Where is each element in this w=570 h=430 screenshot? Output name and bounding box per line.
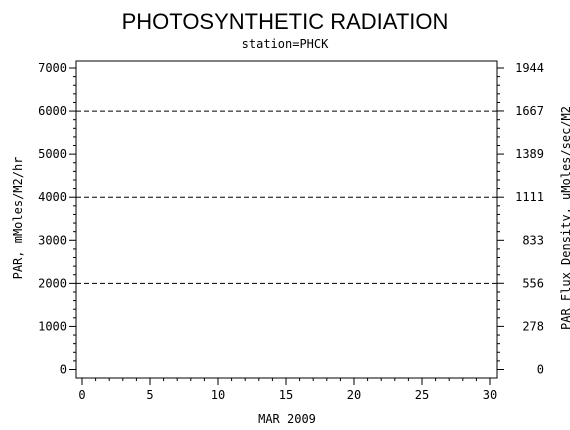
y-tick-label: 5000: [38, 147, 67, 161]
x-tick-label: 15: [279, 388, 293, 402]
tick-labels: 0 1000 2000 3000 4000 5000 6000 7000 0 278 556 833 1…: [38, 61, 544, 402]
y-tick-label: 1000: [38, 319, 67, 333]
x-tick-label: 20: [347, 388, 361, 402]
y-tick-label: 6000: [38, 104, 67, 118]
x-tick-label: 25: [415, 388, 429, 402]
y2-tick-label: 1389: [515, 147, 544, 161]
y2-tick-label: 556: [522, 276, 544, 290]
chart-title: PHOTOSYNTHETIC RADIATION: [122, 9, 449, 34]
y-tick-label: 7000: [38, 61, 67, 75]
chart-subtitle: station=PHCK: [242, 37, 329, 51]
y2-tick-label: 1667: [515, 104, 544, 118]
y-axis-label: PAR, mMoles/M2/hr: [11, 157, 25, 280]
x-tick-label: 5: [146, 388, 153, 402]
y2-tick-label: 0: [537, 363, 544, 377]
x-tick-label: 10: [211, 388, 225, 402]
x-tick-label: 30: [483, 388, 497, 402]
y-tick-label: 2000: [38, 276, 67, 290]
y2-tick-label: 1111: [515, 190, 544, 204]
y2-axis-label: PAR Flux Density, uMoles/sec/M2: [559, 106, 570, 330]
y2-tick-label: 278: [522, 319, 544, 333]
y2-tick-label: 833: [522, 233, 544, 247]
y-tick-label: 3000: [38, 233, 67, 247]
y-tick-label: 0: [60, 363, 67, 377]
y2-tick-label: 1944: [515, 61, 544, 75]
y-tick-label: 4000: [38, 190, 67, 204]
plot-frame: [75, 60, 498, 379]
x-axis-label: MAR 2009: [258, 412, 316, 426]
axis-ticks: [69, 67, 504, 385]
reference-lines: [76, 110, 497, 284]
x-tick-label: 0: [78, 388, 85, 402]
